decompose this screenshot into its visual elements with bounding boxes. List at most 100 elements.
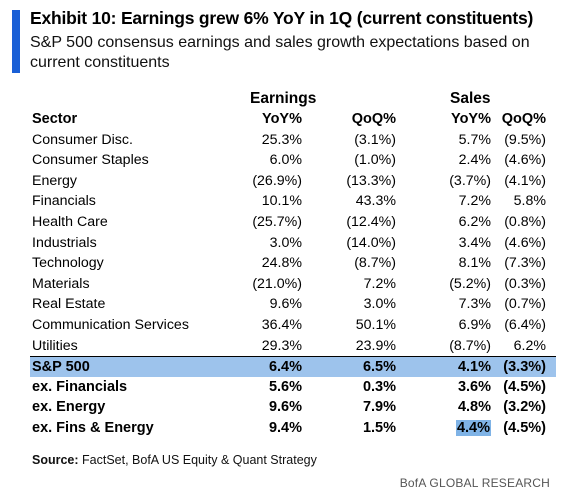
column-header-earnings-qoq: QoQ% (351, 111, 396, 127)
cell-earnings-yoy: (26.9%) (232, 171, 302, 192)
cell-sector-name: Utilities (32, 336, 78, 357)
cell-value: (25.7%) (252, 213, 302, 230)
cell-value: Health Care (32, 213, 108, 230)
table-row: Consumer Disc. 25.3% (3.1%) 5.7% (9.5%) (30, 130, 556, 151)
table-row: Technology 24.8% (8.7%) 8.1% (7.3%) (30, 253, 556, 274)
cell-sales-qoq: 6.2% (476, 336, 546, 357)
cell-value: (7.3%) (504, 255, 546, 272)
cell-sector-name: Industrials (32, 233, 97, 254)
cell-sales-yoy: 4.4% (421, 418, 491, 439)
cell-value: 4.8% (457, 399, 491, 416)
cell-sales-yoy: 7.3% (421, 294, 491, 315)
cell-sector-name: Health Care (32, 212, 108, 233)
cell-earnings-yoy: 9.6% (232, 397, 302, 418)
cell-value: (8.7%) (449, 337, 491, 354)
cell-value: 7.2% (458, 193, 491, 210)
cell-earnings-qoq: 50.1% (326, 315, 396, 336)
cell-earnings-yoy: 6.0% (232, 150, 302, 171)
cell-earnings-yoy: 29.3% (232, 336, 302, 357)
cell-sector-name: Real Estate (32, 294, 105, 315)
table-row: S&P 500 6.4% 6.5% 4.1% (3.3%) (30, 356, 556, 377)
cell-sector-name: Materials (32, 274, 90, 295)
cell-value: 7.9% (362, 399, 396, 416)
cell-value: 6.0% (269, 152, 302, 169)
cell-value: (6.4%) (504, 316, 546, 333)
cell-value: 5.6% (268, 378, 302, 395)
cell-earnings-yoy: (25.7%) (232, 212, 302, 233)
source-note: Source: FactSet, BofA US Equity & Quant … (32, 453, 317, 467)
cell-earnings-qoq: 7.9% (326, 397, 396, 418)
cell-earnings-yoy: 9.4% (232, 418, 302, 439)
column-header-sales-yoy: YoY% (450, 111, 491, 127)
cell-earnings-yoy: (21.0%) (232, 274, 302, 295)
cell-value: 3.0% (363, 296, 396, 313)
cell-value: (3.7%) (449, 172, 491, 189)
cell-value: Real Estate (32, 296, 106, 313)
cell-value: (0.8%) (504, 213, 546, 230)
cell-value: (3.1%) (354, 131, 396, 148)
cell-earnings-qoq: (13.3%) (326, 171, 396, 192)
growth-table: Earnings Sales Sector YoY% QoQ% YoY% QoQ… (30, 89, 556, 439)
accent-bar (12, 10, 20, 73)
cell-sector-name: ex. Financials (32, 377, 127, 398)
group-header-earnings: Earnings (250, 90, 317, 107)
cell-value: 6.9% (458, 316, 491, 333)
cell-value: (4.5%) (503, 378, 546, 395)
cell-sales-qoq: (3.2%) (476, 397, 546, 418)
cell-sales-qoq: (4.6%) (476, 150, 546, 171)
cell-value: 23.9% (355, 337, 396, 354)
cell-value: (9.5%) (504, 131, 546, 148)
table-row: ex. Fins & Energy 9.4% 1.5% 4.4% (4.5%) (30, 418, 556, 439)
sector-rows: Consumer Disc. 25.3% (3.1%) 5.7% (9.5%) Consu… (30, 130, 556, 357)
column-header-row: Sector YoY% QoQ% YoY% QoQ% (30, 109, 556, 130)
cell-earnings-qoq: (3.1%) (326, 130, 396, 151)
cell-value: 9.6% (268, 399, 302, 416)
cell-sector-name: ex. Fins & Energy (32, 418, 154, 439)
column-header-sector: Sector (32, 111, 78, 127)
exhibit-subtitle: S&P 500 consensus earnings and sales gro… (30, 34, 530, 71)
group-header-sales: Sales (450, 90, 491, 107)
cell-value: 8.1% (458, 255, 491, 272)
cell-earnings-yoy: 6.4% (232, 357, 302, 378)
cell-value: 6.2% (458, 213, 491, 230)
cell-earnings-qoq: 0.3% (326, 377, 396, 398)
table-row: Materials (21.0%) 7.2% (5.2%) (0.3%) (30, 274, 556, 295)
cell-value: 6.5% (362, 359, 396, 376)
cell-value: 6.4% (268, 359, 302, 376)
cell-value: (13.3%) (346, 172, 396, 189)
cell-value: (5.2%) (449, 275, 491, 292)
column-header-earnings-yoy: YoY% (261, 111, 302, 127)
cell-value: ex. Fins & Energy (32, 419, 154, 436)
cell-value: 6.2% (513, 337, 546, 354)
cell-sales-qoq: (7.3%) (476, 253, 546, 274)
source-label: Source: (32, 453, 79, 467)
cell-earnings-qoq: 6.5% (326, 357, 396, 378)
cell-sales-qoq: (6.4%) (476, 315, 546, 336)
cell-value: Energy (32, 172, 77, 189)
cell-value: (0.3%) (504, 275, 546, 292)
cell-earnings-qoq: 23.9% (326, 336, 396, 357)
cell-earnings-qoq: (1.0%) (326, 150, 396, 171)
cell-value: 1.5% (362, 419, 396, 436)
column-header-sales-qoq: QoQ% (501, 111, 546, 127)
cell-value: 7.2% (363, 275, 396, 292)
cell-value: 50.1% (355, 316, 396, 333)
brand-label: BofA GLOBAL RESEARCH (399, 476, 550, 490)
cell-value: 3.4% (458, 234, 491, 251)
cell-value: (4.6%) (504, 152, 546, 169)
cell-value: (14.0%) (346, 234, 396, 251)
cell-value: Utilities (32, 337, 78, 354)
cell-value: 3.6% (457, 378, 491, 395)
cell-value: 3.0% (269, 234, 302, 251)
cell-value: Consumer Staples (32, 152, 149, 169)
cell-sales-yoy: 7.2% (421, 191, 491, 212)
cell-value: 29.3% (261, 337, 302, 354)
cell-value: 9.6% (269, 296, 302, 313)
cell-sales-yoy: (5.2%) (421, 274, 491, 295)
cell-sales-qoq: (0.7%) (476, 294, 546, 315)
table-row: Health Care (25.7%) (12.4%) 6.2% (0.8%) (30, 212, 556, 233)
cell-sector-name: Communication Services (32, 315, 189, 336)
group-header-row: Earnings Sales (30, 89, 556, 109)
cell-sales-qoq: 5.8% (476, 191, 546, 212)
cell-value: Communication Services (32, 316, 189, 333)
